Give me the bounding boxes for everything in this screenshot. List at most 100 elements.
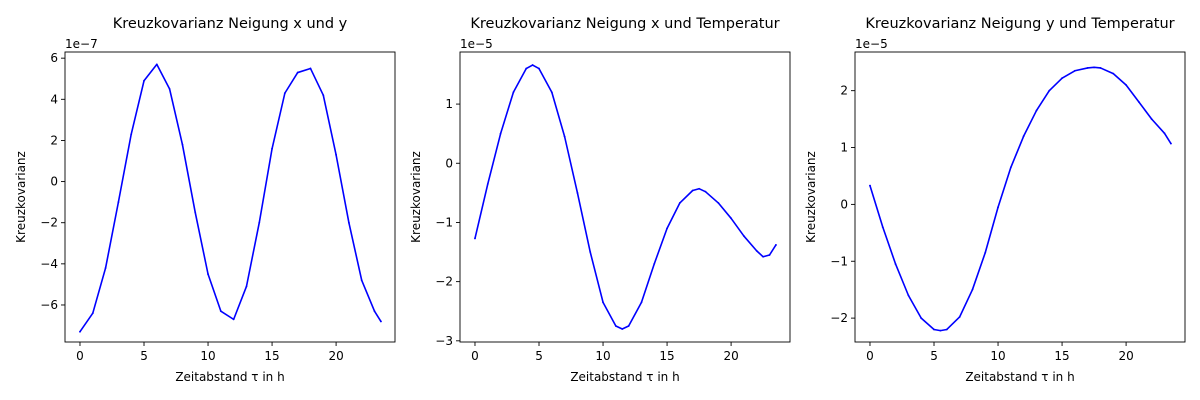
data-point: [531, 64, 534, 66]
chart-title: Kreuzkovarianz Neigung y und Temperatur: [865, 16, 1174, 32]
data-point: [245, 285, 248, 288]
data-point: [155, 63, 158, 66]
data-point: [691, 189, 694, 192]
data-point: [525, 67, 528, 70]
data-point: [91, 312, 94, 315]
y-tick-label: 6: [50, 51, 58, 65]
data-point: [576, 191, 579, 194]
data-point: [1073, 69, 1076, 72]
y-tick-label: −2: [435, 275, 453, 289]
subplot-2: Kreuzkovarianz Neigung x und Temperatur 1…: [409, 16, 791, 384]
data-point: [309, 67, 312, 70]
x-tick-label: 20: [723, 349, 738, 363]
data-point: [997, 206, 999, 209]
data-point: [933, 328, 935, 331]
y-tick-label: 0: [840, 197, 848, 211]
data-point: [1125, 84, 1127, 86]
data-point: [232, 318, 235, 321]
data-point: [1048, 89, 1051, 92]
data-point: [621, 328, 624, 330]
data-point: [1093, 66, 1095, 69]
data-point: [1061, 77, 1063, 80]
data-point: [945, 328, 948, 331]
data-point: [762, 255, 765, 258]
data-point: [984, 251, 987, 254]
data-point: [907, 294, 910, 297]
data-point: [194, 211, 197, 214]
y-tick-label: 0: [50, 175, 58, 189]
data-point: [614, 325, 617, 327]
data-point: [207, 273, 209, 276]
data-point: [1086, 67, 1089, 69]
x-axis-label: Zeitabstand τ in h: [175, 370, 284, 384]
y-axis-label: Kreuzkovarianz: [409, 151, 423, 243]
data-point: [881, 226, 884, 229]
data-point: [143, 79, 145, 82]
data-point: [380, 320, 382, 323]
data-point: [742, 235, 745, 237]
data-point: [717, 202, 720, 204]
y-tick-label: 1: [445, 97, 453, 111]
data-point: [563, 135, 566, 138]
data-point: [678, 202, 681, 204]
data-point: [335, 153, 337, 156]
plot-frame: [459, 51, 791, 343]
data-point: [653, 262, 656, 265]
data-point: [1163, 132, 1166, 135]
data-point: [181, 143, 184, 146]
x-tick-label: 0: [76, 349, 84, 363]
y-tick-label: −3: [435, 334, 453, 348]
y-tick-label: 4: [50, 92, 58, 106]
x-tick-label: 20: [1118, 349, 1133, 363]
data-point: [512, 91, 515, 94]
x-tick-label: 15: [659, 349, 674, 363]
data-point: [168, 88, 171, 90]
y-tick-label: −1: [830, 254, 848, 268]
y-offset-label: 1e−5: [460, 37, 493, 51]
y-tick-label: −4: [40, 257, 58, 271]
x-tick-label: 5: [930, 349, 938, 363]
y-offset-label: 1e−5: [855, 37, 888, 51]
y-tick-label: −2: [830, 311, 848, 325]
y-axis-label: Kreuzkovarianz: [14, 151, 28, 243]
y-axis-label: Kreuzkovarianz: [804, 151, 818, 243]
data-point: [589, 251, 592, 253]
data-point: [971, 288, 974, 291]
data-point: [1150, 118, 1153, 120]
data-point: [768, 254, 771, 256]
data-point: [322, 94, 325, 97]
data-point: [627, 325, 630, 327]
data-point: [130, 133, 133, 136]
y-tick-label: −2: [40, 216, 58, 230]
x-axis-label: Zeitabstand τ in h: [965, 370, 1074, 384]
data-point: [869, 184, 871, 187]
y-tick-label: −1: [435, 215, 453, 229]
series-line: [474, 64, 777, 330]
data-point: [666, 227, 668, 230]
data-point: [640, 301, 643, 304]
data-point: [1035, 109, 1038, 112]
data-point: [939, 329, 942, 332]
data-point: [271, 147, 273, 150]
y-tick-label: 2: [50, 133, 58, 147]
x-tick-label: 10: [595, 349, 610, 363]
x-tick-label: 0: [866, 349, 874, 363]
data-point: [1099, 67, 1102, 69]
chart-title: Kreuzkovarianz Neigung x und Temperatur: [470, 16, 779, 32]
subplots: Kreuzkovarianz Neigung x und y1e−70 5 10 15…: [14, 16, 1186, 384]
data-point: [360, 279, 363, 282]
data-point: [117, 201, 120, 204]
data-point: [486, 183, 489, 185]
data-point: [79, 330, 81, 333]
data-point: [1022, 135, 1025, 138]
x-tick-label: 20: [328, 349, 343, 363]
x-tick-label: 15: [1054, 349, 1069, 363]
data-point: [499, 132, 502, 135]
data-point: [1170, 142, 1172, 145]
data-point: [730, 217, 732, 220]
plot-frame: [64, 51, 396, 343]
data-point: [894, 263, 897, 265]
series-line: [79, 63, 382, 333]
data-point: [775, 244, 777, 246]
